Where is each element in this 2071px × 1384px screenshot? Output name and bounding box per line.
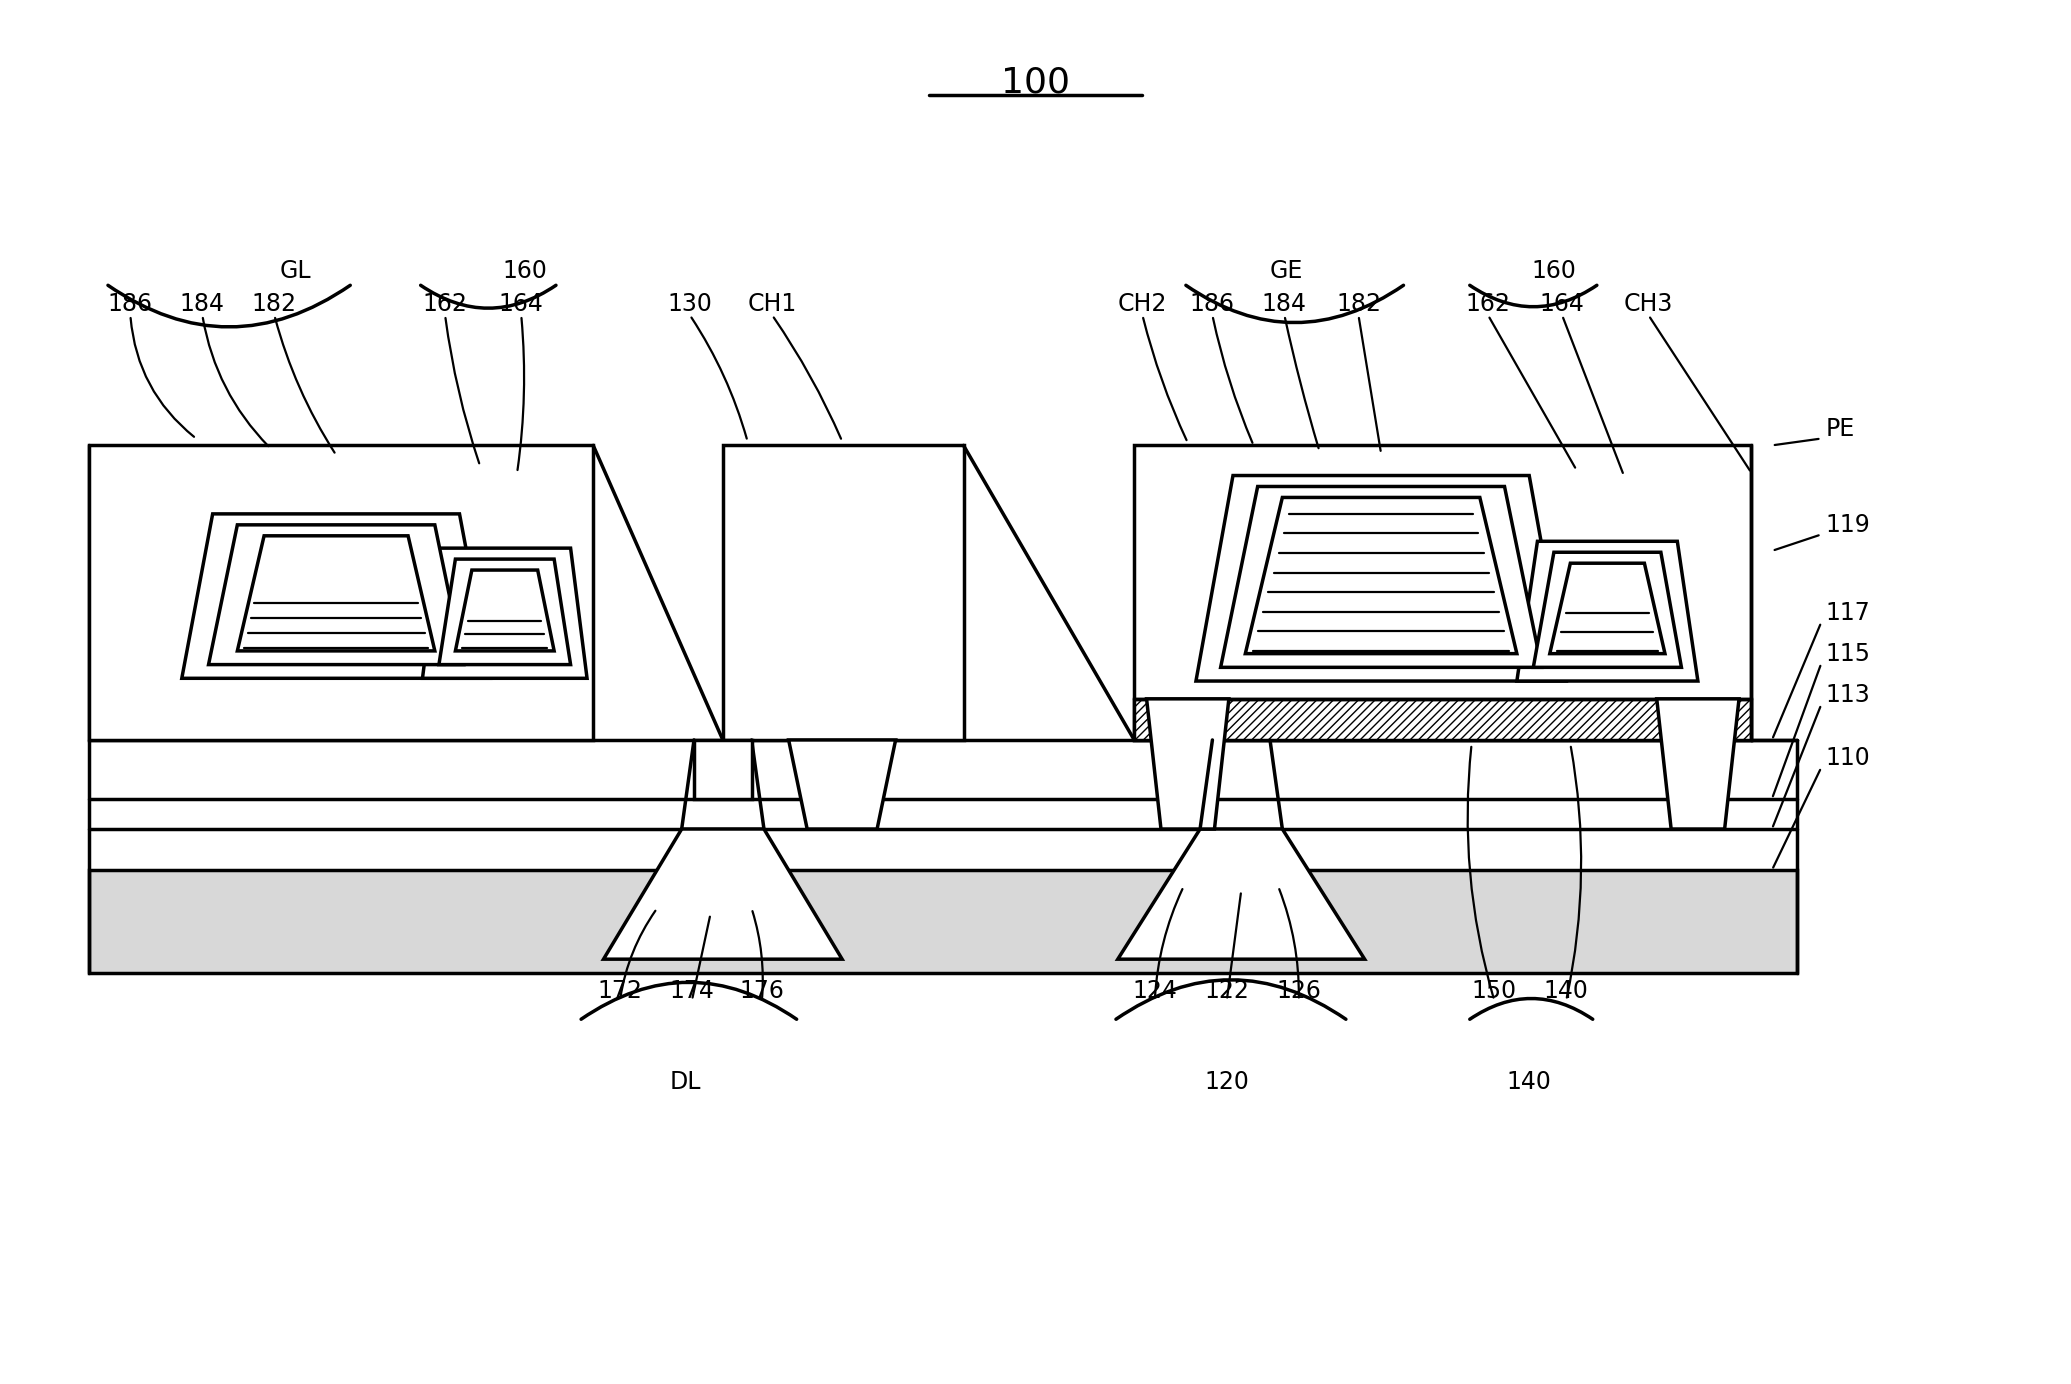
Polygon shape [1533,552,1682,667]
Text: CH3: CH3 [1624,292,1673,317]
Text: 160: 160 [503,259,547,284]
Text: 100: 100 [1000,65,1071,100]
Text: 184: 184 [180,292,226,317]
Polygon shape [422,548,586,678]
Text: 186: 186 [1191,292,1234,317]
Polygon shape [209,525,464,664]
Text: 140: 140 [1508,1070,1551,1095]
Polygon shape [694,740,752,799]
Text: 113: 113 [1825,682,1870,707]
Bar [1135,699,1752,740]
Polygon shape [1147,699,1228,829]
Text: 122: 122 [1205,978,1249,1002]
Text: 119: 119 [1825,513,1870,537]
Polygon shape [1657,699,1740,829]
Text: 162: 162 [1466,292,1510,317]
Polygon shape [1195,476,1566,681]
Polygon shape [182,513,491,678]
Polygon shape [1516,541,1698,681]
Bar [89,446,592,740]
Text: 176: 176 [739,978,785,1002]
Polygon shape [456,570,555,650]
Text: 182: 182 [253,292,296,317]
Text: 160: 160 [1530,259,1576,284]
Text: 162: 162 [422,292,468,317]
Text: 140: 140 [1543,978,1588,1002]
Polygon shape [789,740,895,829]
Text: CH2: CH2 [1118,292,1168,317]
Text: PE: PE [1825,417,1856,441]
Text: 117: 117 [1825,601,1870,624]
Bar [89,871,1798,973]
Bar [1135,446,1752,740]
Polygon shape [1220,487,1541,667]
Polygon shape [238,536,435,650]
Text: 172: 172 [599,978,642,1002]
Polygon shape [603,829,843,959]
Text: 126: 126 [1276,978,1321,1002]
Text: 186: 186 [108,292,153,317]
Text: 120: 120 [1205,1070,1249,1095]
Text: 115: 115 [1825,642,1870,666]
Text: 124: 124 [1133,978,1176,1002]
Text: CH1: CH1 [748,292,797,317]
Text: DL: DL [671,1070,702,1095]
Polygon shape [1549,563,1665,653]
Polygon shape [1245,497,1516,653]
Text: 150: 150 [1472,978,1516,1002]
Text: 164: 164 [1539,292,1584,317]
Text: GL: GL [280,259,311,284]
Text: 164: 164 [499,292,545,317]
Polygon shape [439,559,572,664]
Text: GE: GE [1270,259,1303,284]
Text: 130: 130 [667,292,712,317]
Polygon shape [1118,829,1365,959]
Bar [723,446,963,740]
Text: 174: 174 [669,978,714,1002]
Text: 182: 182 [1336,292,1381,317]
Text: 110: 110 [1825,746,1870,770]
Text: 184: 184 [1261,292,1307,317]
